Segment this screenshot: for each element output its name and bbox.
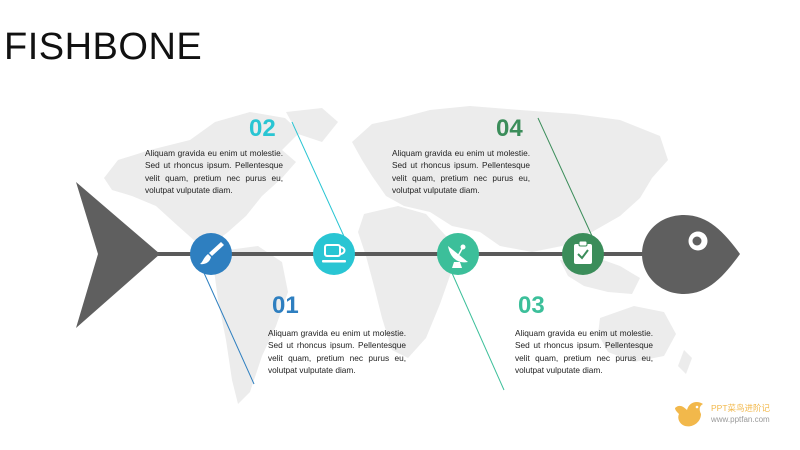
coffee-cup-icon — [322, 244, 346, 263]
node-04 — [562, 233, 604, 275]
bird-icon — [675, 402, 703, 427]
bone-03 — [447, 263, 505, 391]
item-number-04: 04 — [496, 115, 523, 142]
world-map-background — [104, 106, 692, 404]
item-number-01: 01 — [272, 292, 299, 319]
paintbrush-icon — [200, 242, 224, 265]
watermark-logo: PPT菜鸟进阶记 www.pptfan.com — [673, 398, 793, 432]
fish-head — [642, 215, 740, 294]
bone-04 — [537, 117, 593, 237]
item-description-03: Aliquam gravida eu enim ut molestie. Sed… — [515, 328, 653, 376]
watermark-name: PPT菜鸟进阶记 — [711, 403, 771, 413]
fish-pupil — [692, 236, 702, 246]
item-description-02: Aliquam gravida eu enim ut molestie. Sed… — [145, 148, 283, 196]
node-03 — [437, 233, 479, 275]
node-01 — [190, 233, 232, 275]
item-description-04: Aliquam gravida eu enim ut molestie. Sed… — [392, 148, 530, 196]
item-description-01: Aliquam gravida eu enim ut molestie. Sed… — [268, 328, 406, 376]
clipboard-check-icon — [574, 240, 592, 264]
node-02 — [313, 233, 355, 275]
item-number-02: 02 — [249, 115, 276, 142]
item-number-03: 03 — [518, 292, 545, 319]
bone-01 — [199, 263, 255, 385]
satellite-dish-icon — [448, 244, 468, 268]
fish-tail — [76, 182, 160, 328]
bone-02 — [291, 121, 353, 255]
page-title: FISHBONE — [4, 26, 203, 68]
watermark-url: www.pptfan.com — [711, 415, 770, 424]
